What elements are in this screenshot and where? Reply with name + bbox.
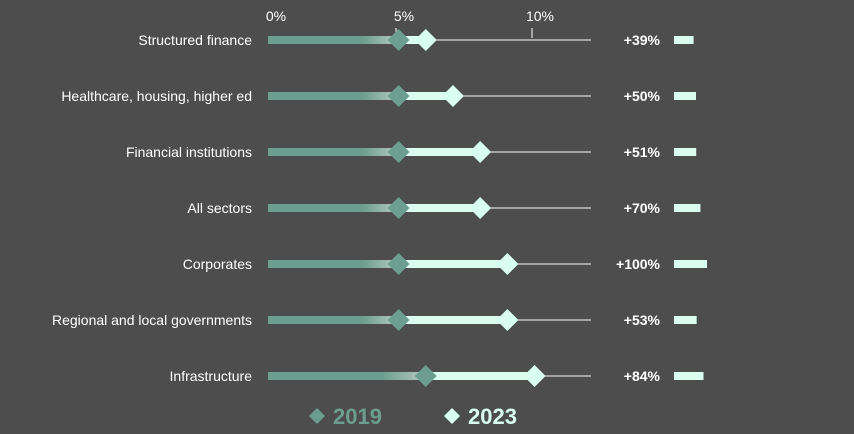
marker-2023 [414, 29, 437, 51]
bar-2019 [268, 260, 399, 268]
bar-2019 [268, 204, 399, 212]
chart-rows: Structured finance +39% Healthcare, housin… [52, 29, 707, 387]
chart-row: Regional and local governments +53% [52, 309, 697, 331]
marker-2019 [414, 365, 437, 387]
legend-marker-2019 [309, 408, 325, 424]
x-axis-ticks: 0% 5% 10% [266, 8, 554, 38]
change-label: +53% [624, 312, 661, 328]
change-label: +51% [624, 144, 661, 160]
category-label: Structured finance [138, 32, 252, 48]
bar-2019 [268, 372, 426, 380]
change-label: +39% [624, 32, 661, 48]
bar-2019 [268, 148, 399, 156]
marker-2019 [387, 309, 410, 331]
legend-marker-2023 [444, 408, 460, 424]
category-label: Corporates [183, 256, 252, 272]
marker-2023 [496, 309, 519, 331]
marker-2019 [387, 197, 410, 219]
bar-2023-increase [398, 92, 453, 100]
marker-2023 [441, 85, 464, 107]
bar-2019 [268, 316, 399, 324]
bar-2023-increase [425, 372, 535, 380]
chart-row: Financial institutions +51% [126, 141, 697, 163]
x-tick-label: 10% [526, 8, 554, 24]
marker-2023 [469, 197, 492, 219]
chart-row: Infrastructure +84% [170, 365, 704, 387]
change-bar [674, 204, 701, 212]
category-label: Healthcare, housing, higher ed [61, 88, 252, 104]
marker-2019 [387, 85, 410, 107]
category-label: Financial institutions [126, 144, 252, 160]
chart-row: Structured finance +39% [138, 29, 694, 51]
bar-2023-increase [398, 316, 508, 324]
chart-row: Corporates +100% [183, 253, 707, 275]
x-tick-label: 0% [266, 8, 286, 24]
bar-2023-increase [398, 36, 426, 44]
marker-2019 [387, 253, 410, 275]
marker-2023 [469, 141, 492, 163]
change-label: +50% [624, 88, 661, 104]
category-label: All sectors [187, 200, 252, 216]
change-label: +70% [624, 200, 661, 216]
change-label: +100% [616, 256, 661, 272]
chart-row: All sectors +70% [187, 197, 701, 219]
change-bar [674, 260, 707, 268]
change-label: +84% [624, 368, 661, 384]
bar-2019 [268, 92, 399, 100]
change-bar [674, 92, 696, 100]
bar-2019 [268, 36, 399, 44]
legend-label-2019: 2019 [333, 404, 382, 429]
bar-2023-increase [398, 148, 481, 156]
marker-2023 [496, 253, 519, 275]
change-bar [674, 372, 704, 380]
marker-2019 [387, 29, 410, 51]
change-bar [674, 148, 697, 156]
legend: 2019 2023 [309, 404, 517, 429]
chart-row: Healthcare, housing, higher ed +50% [61, 85, 696, 107]
marker-2023 [523, 365, 546, 387]
category-label: Infrastructure [170, 368, 253, 384]
x-tick-label: 5% [394, 8, 414, 24]
marker-2019 [387, 141, 410, 163]
bar-2023-increase [398, 204, 481, 212]
change-bar [674, 316, 697, 324]
change-bar [674, 36, 694, 44]
legend-label-2023: 2023 [468, 404, 517, 429]
bar-2023-increase [398, 260, 508, 268]
category-label: Regional and local governments [52, 312, 252, 328]
